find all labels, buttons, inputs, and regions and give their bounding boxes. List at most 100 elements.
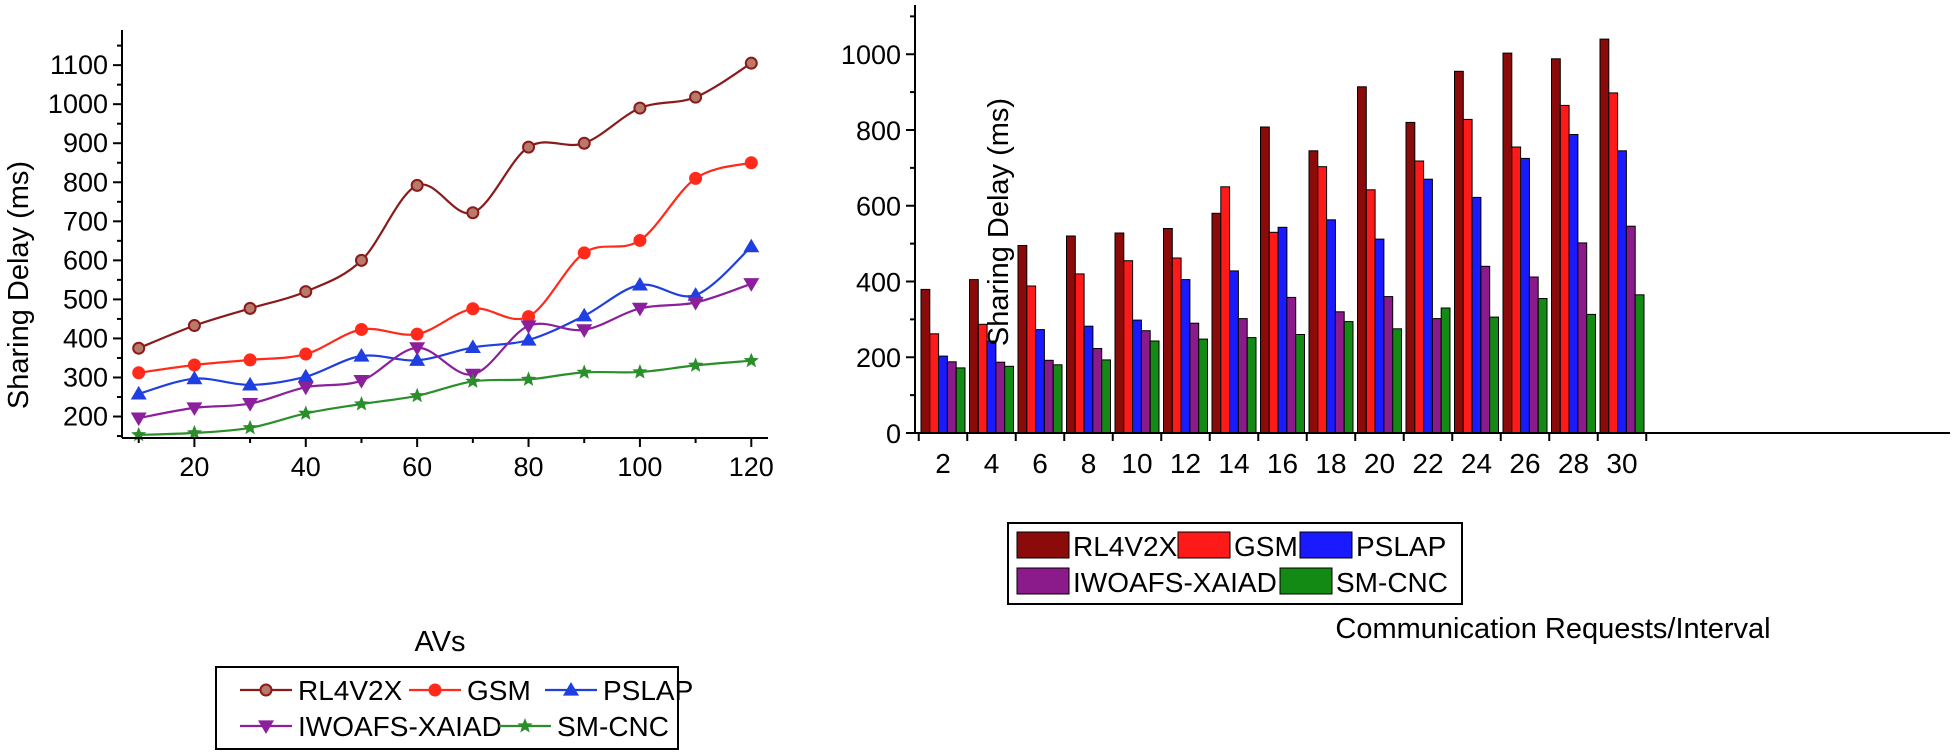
legend-swatch-iwoafs-xaiad xyxy=(1016,567,1070,595)
bar-pslap-8 xyxy=(1083,325,1094,434)
legend-label-pslap: PSLAP xyxy=(1356,531,1446,562)
data-point-pslap-20 xyxy=(186,370,203,385)
bar-iwoafs-xaiad-4 xyxy=(995,361,1006,434)
bar-sm-cnc-12 xyxy=(1198,338,1208,434)
bar-rl4v2x-2 xyxy=(920,288,931,434)
y-tick-label: 300 xyxy=(63,362,108,392)
legend-entry-pslap: PSLAP xyxy=(545,675,693,706)
x-tick-label: 6 xyxy=(1032,448,1048,479)
legend-marker-rl4v2x xyxy=(259,683,273,697)
data-point-pslap-90 xyxy=(576,307,593,322)
data-point-gsm-70 xyxy=(466,302,480,316)
bar-rl4v2x-24 xyxy=(1454,70,1464,434)
line-chart-y-axis-label: Sharing Delay (ms) xyxy=(3,161,35,409)
data-point-sm-cnc-70 xyxy=(465,373,481,388)
bar-sm-cnc-8 xyxy=(1101,359,1111,434)
y-tick-label: 900 xyxy=(63,128,108,158)
series-line-iwoafs-xaiad xyxy=(138,282,752,420)
bar-iwoafs-xaiad-26 xyxy=(1528,276,1539,434)
data-point-pslap-100 xyxy=(631,276,648,291)
bar-gsm-16 xyxy=(1268,231,1279,434)
data-point-sm-cnc-30 xyxy=(242,419,258,435)
y-tick-label: 1000 xyxy=(841,40,901,70)
bar-gsm-24 xyxy=(1462,118,1473,434)
legend-label-rl4v2x: RL4V2X xyxy=(298,675,403,706)
bar-pslap-2 xyxy=(938,355,948,434)
bar-chart-legend-box xyxy=(1007,522,1463,605)
data-point-iwoafs-xaiad-50 xyxy=(353,375,370,389)
data-point-gsm-100 xyxy=(633,233,647,247)
data-point-pslap-40 xyxy=(297,368,314,383)
bar-iwoafs-xaiad-18 xyxy=(1334,311,1345,434)
bar-sm-cnc-4 xyxy=(1004,365,1015,434)
bar-iwoafs-xaiad-2 xyxy=(946,361,957,434)
data-point-rl4v2x-90 xyxy=(577,136,591,150)
legend-entry-gsm: GSM xyxy=(1177,531,1298,562)
data-point-pslap-10 xyxy=(130,385,147,400)
legend-label-iwoafs-xaiad: IWOAFS-XAIAD xyxy=(298,711,502,742)
legend-swatch-gsm xyxy=(1177,531,1231,559)
data-point-iwoafs-xaiad-40 xyxy=(297,381,314,396)
data-point-iwoafs-xaiad-60 xyxy=(409,342,426,356)
bar-chart-x-axis-label: Communication Requests/Interval xyxy=(1335,613,1770,645)
x-tick-label: 20 xyxy=(179,452,209,482)
data-point-iwoafs-xaiad-20 xyxy=(186,402,203,416)
y-tick-label: 200 xyxy=(63,402,108,432)
x-tick-label: 120 xyxy=(729,452,774,482)
legend-label-iwoafs-xaiad: IWOAFS-XAIAD xyxy=(1073,567,1277,598)
line-chart: 20 40 60 80 100 120 200 300 400 500 600 700 800 900 10… xyxy=(3,30,774,750)
y-tick-label: 800 xyxy=(63,167,108,197)
data-point-sm-cnc-40 xyxy=(298,405,314,420)
bar-pslap-22 xyxy=(1423,178,1433,434)
legend-entry-sm-cnc: SM-CNC xyxy=(1279,567,1448,598)
data-point-iwoafs-xaiad-110 xyxy=(687,296,704,311)
bar-sm-cnc-22 xyxy=(1440,307,1451,434)
data-point-rl4v2x-40 xyxy=(299,285,313,299)
x-tick-label: 22 xyxy=(1412,448,1443,479)
data-point-sm-cnc-90 xyxy=(576,364,592,379)
legend-entry-iwoafs-xaiad: IWOAFS-XAIAD xyxy=(240,711,502,742)
bar-gsm-22 xyxy=(1414,160,1425,434)
legend-entry-rl4v2x: RL4V2X xyxy=(1016,531,1178,562)
data-point-iwoafs-xaiad-120 xyxy=(743,278,760,292)
bar-rl4v2x-28 xyxy=(1551,58,1561,434)
bar-pslap-26 xyxy=(1520,157,1530,434)
data-point-rl4v2x-50 xyxy=(354,253,368,267)
series-line-sm-cnc xyxy=(138,359,752,436)
data-point-iwoafs-xaiad-100 xyxy=(631,302,648,317)
line-chart-plot-area xyxy=(130,56,760,442)
legend-marker-sm-cnc xyxy=(517,718,533,733)
legend-marker-iwoafs-xaiad xyxy=(258,720,274,734)
bar-rl4v2x-4 xyxy=(969,279,979,434)
y-tick-label: 400 xyxy=(856,267,901,297)
line-chart-x-axis-label: AVs xyxy=(414,626,465,658)
x-tick-label: 40 xyxy=(291,452,321,482)
bar-gsm-28 xyxy=(1559,104,1570,434)
data-point-pslap-50 xyxy=(353,348,370,362)
legend-swatch-sm-cnc xyxy=(1279,567,1333,595)
data-point-gsm-50 xyxy=(354,322,368,336)
legend-entry-gsm: GSM xyxy=(409,675,531,706)
data-point-iwoafs-xaiad-90 xyxy=(576,324,593,338)
bar-sm-cnc-6 xyxy=(1052,364,1063,434)
y-tick-label: 0 xyxy=(886,419,901,449)
bar-iwoafs-xaiad-24 xyxy=(1480,265,1491,434)
y-tick-label: 1100 xyxy=(50,50,108,80)
data-point-iwoafs-xaiad-80 xyxy=(520,320,537,334)
legend-marker-pslap xyxy=(563,682,579,696)
bar-chart-y-axis-label: Sharing Delay (ms) xyxy=(983,98,1015,346)
data-point-rl4v2x-120 xyxy=(744,56,758,70)
line-chart-legend-box xyxy=(215,666,679,750)
bar-pslap-14 xyxy=(1229,270,1239,434)
bar-rl4v2x-16 xyxy=(1260,126,1270,434)
data-point-rl4v2x-70 xyxy=(466,206,480,220)
bar-pslap-6 xyxy=(1035,329,1045,434)
data-point-sm-cnc-100 xyxy=(632,364,648,379)
data-point-sm-cnc-80 xyxy=(520,371,537,386)
bar-iwoafs-xaiad-30 xyxy=(1625,225,1636,434)
data-point-iwoafs-xaiad-30 xyxy=(242,398,259,412)
data-point-sm-cnc-110 xyxy=(688,357,704,372)
data-point-sm-cnc-20 xyxy=(186,424,202,440)
bar-sm-cnc-20 xyxy=(1392,328,1402,434)
bar-rl4v2x-6 xyxy=(1017,245,1028,434)
